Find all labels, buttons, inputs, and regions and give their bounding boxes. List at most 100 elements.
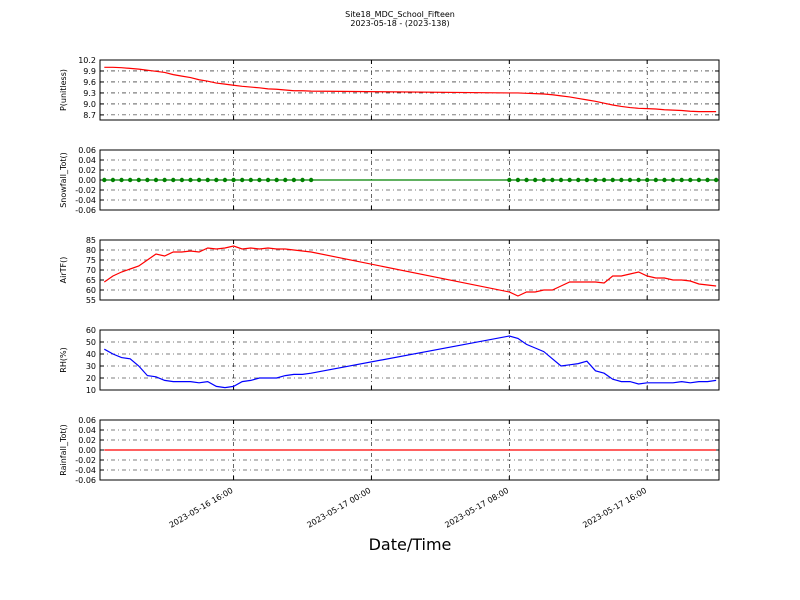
y-tick-label: 20	[86, 374, 96, 383]
x-tick-label: 2023-05-17 08:00	[443, 486, 510, 530]
data-point	[196, 177, 202, 183]
data-point	[550, 177, 555, 183]
data-point	[102, 177, 107, 183]
y-tick-label: -0.02	[75, 186, 96, 195]
data-point	[188, 177, 193, 183]
data-point	[567, 177, 572, 183]
data-point	[257, 177, 262, 183]
data-point	[507, 177, 512, 183]
data-point	[205, 177, 210, 183]
y-tick-label: 30	[86, 362, 96, 371]
y-tick-label: 40	[86, 350, 96, 359]
chart-subtitle: 2023-05-18 - (2023-138)	[350, 19, 449, 28]
y-tick-label: 0.00	[78, 446, 96, 455]
y-tick-label: 10.2	[78, 56, 96, 65]
y-tick-label: 9.3	[83, 89, 96, 98]
y-axis-label: Rainfall_Tot()	[59, 424, 68, 476]
data-point	[222, 177, 228, 183]
data-point	[705, 177, 710, 183]
y-axis-label: RH(%)	[59, 347, 68, 372]
x-tick-label: 2023-05-17 00:00	[306, 486, 373, 530]
data-point	[515, 177, 521, 183]
y-tick-label: 55	[86, 296, 96, 305]
y-tick-label: 9.9	[83, 67, 96, 76]
data-point	[636, 177, 641, 183]
data-point	[127, 177, 133, 183]
y-tick-label: -0.06	[75, 206, 96, 215]
data-point	[119, 177, 124, 183]
panel: 0.060.040.020.00-0.02-0.04-0.06 Snowfall_…	[59, 146, 720, 215]
data-point	[584, 177, 590, 183]
series-line	[104, 335, 717, 389]
y-tick-label: 0.04	[78, 426, 96, 435]
y-tick-label: 60	[86, 286, 96, 295]
panel: 10.2 9.9 9.6 9.3 9.0 8.7 P(unitless)	[59, 56, 720, 121]
data-point	[231, 177, 236, 183]
data-point	[136, 177, 141, 183]
data-point	[601, 177, 607, 183]
data-point	[283, 177, 288, 183]
y-tick-label: 10	[86, 386, 96, 395]
y-axis-label: AirTF()	[59, 257, 68, 284]
y-tick-label: 0.02	[78, 166, 96, 175]
y-tick-label: 80	[86, 246, 96, 255]
data-point	[627, 177, 633, 183]
data-point	[713, 177, 719, 183]
data-point	[653, 177, 659, 183]
y-tick-label: -0.04	[75, 466, 96, 475]
y-tick-label: 70	[86, 266, 96, 275]
y-tick-label: 85	[86, 236, 96, 245]
data-point	[153, 177, 159, 183]
data-point	[145, 177, 150, 183]
data-point	[532, 177, 538, 183]
y-tick-label: 9.6	[83, 78, 96, 87]
x-tick-label: 2023-05-16 16:00	[168, 486, 235, 530]
y-axis-label: P(unitless)	[59, 69, 68, 111]
y-tick-label: 0.00	[78, 176, 96, 185]
data-point	[696, 177, 702, 183]
data-point	[300, 177, 305, 183]
y-tick-label: -0.04	[75, 196, 96, 205]
y-tick-label: 0.04	[78, 156, 96, 165]
y-tick-label: -0.02	[75, 456, 96, 465]
y-tick-label: 0.02	[78, 436, 96, 445]
y-axis-label: Snowfall_Tot()	[59, 152, 68, 208]
data-point	[679, 177, 684, 183]
plot-frame	[99, 239, 720, 301]
y-tick-label: 0.06	[78, 146, 96, 155]
y-tick-label: 8.7	[83, 111, 96, 120]
data-point	[110, 177, 116, 183]
series-line	[104, 66, 717, 113]
data-point	[248, 177, 254, 183]
plot-frame	[99, 329, 720, 391]
data-point	[524, 177, 529, 183]
y-tick-label: -0.06	[75, 476, 96, 485]
panel: 0.060.040.020.00-0.02-0.04-0.06 2023-05-1…	[59, 416, 720, 530]
plot-frame	[99, 59, 720, 121]
y-tick-label: 0.06	[78, 416, 96, 425]
chart-title: Site18_MDC_School_Fifteen	[345, 10, 455, 19]
data-point	[670, 177, 676, 183]
panel: 60 50 40 30 20 10 RH(%)	[59, 326, 720, 395]
data-point	[291, 177, 297, 183]
y-tick-label: 9.0	[83, 100, 96, 109]
data-point	[308, 177, 314, 183]
data-point	[265, 177, 271, 183]
y-tick-label: 60	[86, 326, 96, 335]
x-tick-label: 2023-05-17 16:00	[581, 486, 648, 530]
y-tick-label: 65	[86, 276, 96, 285]
data-point	[239, 177, 245, 183]
data-point	[644, 177, 650, 183]
y-tick-label: 50	[86, 338, 96, 347]
plot-frame	[99, 149, 720, 211]
y-tick-label: 75	[86, 256, 96, 265]
data-point	[274, 177, 279, 183]
data-point	[610, 177, 615, 183]
data-point	[541, 177, 546, 183]
data-point	[162, 177, 167, 183]
x-axis-label: Date/Time	[369, 535, 452, 554]
data-point	[593, 177, 598, 183]
